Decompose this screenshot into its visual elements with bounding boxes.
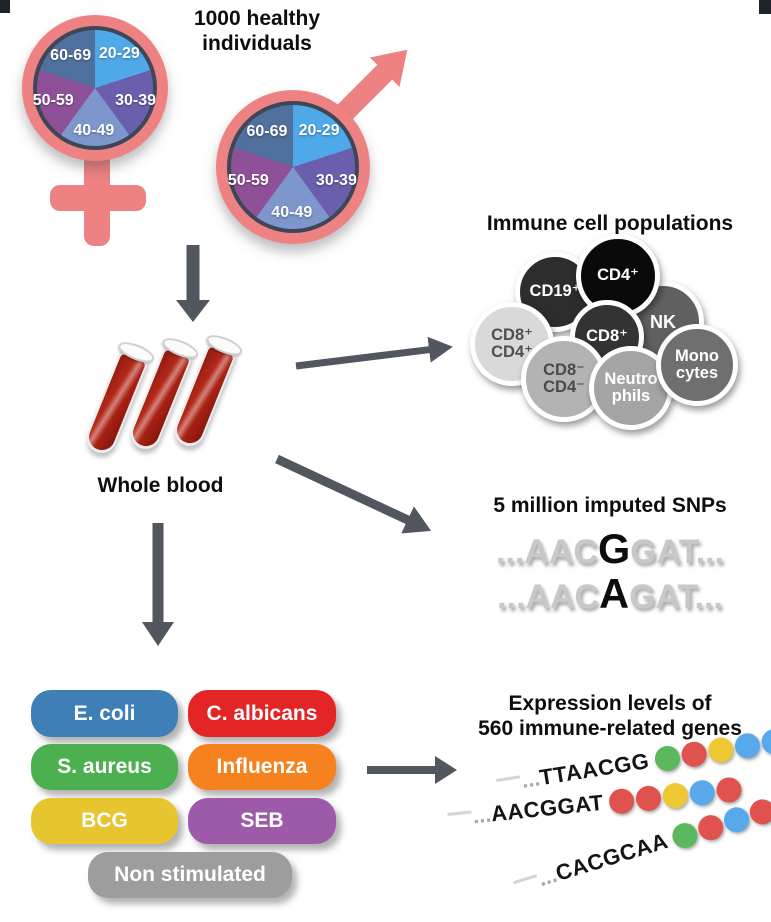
snp-context: ...AAC xyxy=(495,533,598,571)
crop-mark-top-right xyxy=(759,0,771,14)
snp-variant-allele: G xyxy=(597,525,631,572)
arrow-head-icon xyxy=(427,334,454,363)
snp-variant-allele: A xyxy=(599,570,630,617)
whole-blood-label: Whole blood xyxy=(97,474,224,497)
pie-label-60-69: 60-69 xyxy=(246,123,288,141)
study-population-title: 1000 healthy individuals xyxy=(157,6,357,56)
pie-label-20-29: 20-29 xyxy=(298,122,340,140)
arrow-head-icon xyxy=(435,756,457,784)
stimulus-c-albicans: C. albicans xyxy=(188,690,336,737)
pie-label-20-29: 20-29 xyxy=(98,45,140,63)
stimulus-bcg: BCG xyxy=(31,798,178,844)
stimulus-non-stimulated: Non stimulated xyxy=(88,852,292,898)
snp-sequence-line: ...AACGGAT... xyxy=(450,528,770,573)
gene-expression-dot xyxy=(759,726,771,756)
female-age-pie-chart: 20-29 30-39 40-49 50-59 60-69 xyxy=(33,26,157,150)
gene-expression-dot xyxy=(635,784,663,812)
strand-line xyxy=(447,810,472,816)
snps-title: 5 million imputed SNPs xyxy=(493,494,727,517)
title-line-2: individuals xyxy=(202,32,312,55)
snp-context: GAT... xyxy=(630,533,725,571)
pie-label-30-39: 30-39 xyxy=(115,91,157,109)
gene-expression-dot xyxy=(746,795,771,827)
snp-context: ...AAC xyxy=(497,578,600,616)
pie-label-50-59: 50-59 xyxy=(32,91,74,109)
stimulus-e-coli: E. coli xyxy=(31,690,178,737)
male-age-pie-chart: 20-29 30-39 40-49 50-59 60-69 xyxy=(227,101,359,233)
expression-title-line-1: Expression levels of xyxy=(508,692,712,715)
strand-line xyxy=(513,873,537,884)
pie-label-40-49: 40-49 xyxy=(73,121,115,139)
sequence-text: CACGCAA xyxy=(552,827,671,886)
arrow-shaft xyxy=(186,245,200,303)
snp-sequences: ...AACGGAT... ...AACAGAT... xyxy=(450,528,770,618)
snp-context: GAT... xyxy=(629,578,723,616)
stimulus-seb: SEB xyxy=(188,798,336,844)
gene-expression-dot xyxy=(679,739,709,769)
gene-expression-dot xyxy=(706,735,735,764)
stimulus-influenza: Influenza xyxy=(188,744,336,790)
cell-monocytes: Mono cytes xyxy=(656,324,738,406)
pie-label-50-59: 50-59 xyxy=(227,171,269,189)
arrow-head-icon xyxy=(401,506,437,544)
expression-title: Expression levels of 560 immune-related … xyxy=(445,691,771,741)
gene-expression-dot xyxy=(715,775,744,804)
crop-mark-top-left xyxy=(0,0,10,13)
gene-expression-dot xyxy=(695,811,727,843)
gene-expression-dot xyxy=(721,803,753,835)
sequence-text: TTAACGG xyxy=(537,748,651,791)
arrow-blood-to-cells xyxy=(295,347,453,370)
arrow-head-icon xyxy=(142,622,174,646)
female-circle: 20-29 30-39 40-49 50-59 60-69 xyxy=(22,15,168,161)
male-circle: 20-29 30-39 40-49 50-59 60-69 xyxy=(216,90,370,244)
gene-expression-dot xyxy=(661,781,690,809)
expression-title-line-2: 560 immune-related genes xyxy=(478,717,742,740)
title-line-1: 1000 healthy xyxy=(193,7,321,30)
strand-line xyxy=(495,774,521,782)
pie-label-60-69: 60-69 xyxy=(50,46,92,64)
arrow-blood-to-snps xyxy=(275,454,431,531)
arrow-shaft xyxy=(152,523,164,625)
gene-expression-dot xyxy=(608,786,636,815)
gene-expression-dot xyxy=(669,819,701,851)
gene-expression-dot xyxy=(688,778,717,806)
arrow-shaft xyxy=(295,345,433,370)
arrow-shaft xyxy=(275,454,413,526)
gene-expression-dot xyxy=(653,743,682,773)
gene-expression-dot xyxy=(733,731,762,760)
immune-cells-title: Immune cell populations xyxy=(486,212,734,235)
arrow-shaft xyxy=(367,766,438,774)
female-cross-horizontal xyxy=(50,185,146,211)
pie-label-30-39: 30-39 xyxy=(315,171,357,189)
pie-label-40-49: 40-49 xyxy=(271,203,313,221)
arrow-head-icon xyxy=(176,300,210,322)
snp-sequence-line: ...AACAGAT... xyxy=(450,573,770,618)
male-symbol-arrow xyxy=(330,50,407,127)
stimulus-s-aureus: S. aureus xyxy=(31,744,178,790)
